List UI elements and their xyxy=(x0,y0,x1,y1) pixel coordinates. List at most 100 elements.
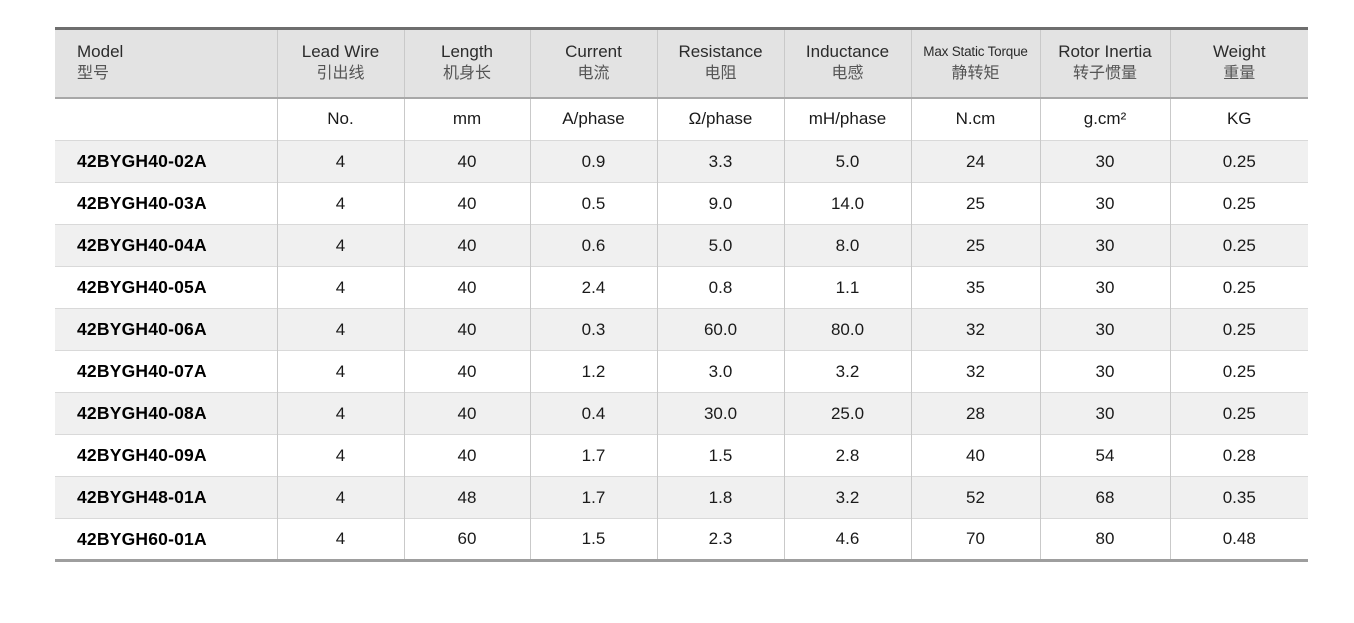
cell-lead-wire: 4 xyxy=(276,392,404,435)
cell-max-static-torque: 35 xyxy=(910,266,1040,309)
cell-weight: 0.25 xyxy=(1169,266,1308,309)
cell-lead-wire: 4 xyxy=(276,434,404,477)
column-header-inductance-en: Inductance xyxy=(805,42,890,62)
cell-length: 48 xyxy=(403,476,530,519)
cell-inductance: 25.0 xyxy=(783,392,911,435)
cell-lead-wire: 4 xyxy=(276,350,404,393)
cell-inductance: 80.0 xyxy=(783,308,911,351)
cell-max-static-torque: 52 xyxy=(910,476,1040,519)
cell-weight: 0.35 xyxy=(1169,476,1308,519)
table-header: Model 型号 Lead Wire 引出线 Length 机身长 Current 电流 Res… xyxy=(55,28,1308,141)
cell-max-static-torque: 32 xyxy=(910,308,1040,351)
table-row: 42BYGH48-01A 4 48 1.7 1.8 3.2 52 68 0.35 xyxy=(55,476,1308,519)
model-cell: 42BYGH40-07A xyxy=(77,361,207,381)
column-header-weight-zh: 重量 xyxy=(1223,65,1256,83)
cell-resistance: 60.0 xyxy=(656,308,784,351)
cell-current: 1.7 xyxy=(529,434,657,477)
cell-inductance: 4.6 xyxy=(783,518,911,561)
model-cell: 42BYGH40-04A xyxy=(77,235,207,255)
cell-inductance: 3.2 xyxy=(783,350,911,393)
cell-resistance: 5.0 xyxy=(656,224,784,267)
cell-lead-wire: 4 xyxy=(276,518,404,561)
cell-rotor-inertia: 30 xyxy=(1039,392,1170,435)
cell-length: 60 xyxy=(403,518,530,561)
cell-max-static-torque: 70 xyxy=(910,518,1040,561)
cell-max-static-torque: 40 xyxy=(910,434,1040,477)
model-cell: 42BYGH40-09A xyxy=(77,445,207,465)
unit-cell-length: mm xyxy=(403,97,530,141)
cell-inductance: 5.0 xyxy=(783,140,911,183)
column-header-max-static-torque: Max Static Torque 静转矩 xyxy=(910,28,1040,98)
cell-resistance: 30.0 xyxy=(656,392,784,435)
table-row: 42BYGH40-03A 4 40 0.5 9.0 14.0 25 30 0.25 xyxy=(55,182,1308,225)
cell-resistance: 2.3 xyxy=(656,518,784,561)
header-row-units: No. mm A/phase Ω/phase mH/phase N.cm g.cm² KG xyxy=(55,97,1308,141)
cell-rotor-inertia: 54 xyxy=(1039,434,1170,477)
cell-weight: 0.25 xyxy=(1169,182,1308,225)
cell-weight: 0.25 xyxy=(1169,224,1308,267)
unit-cell-weight: KG xyxy=(1169,97,1308,141)
cell-max-static-torque: 28 xyxy=(910,392,1040,435)
cell-weight: 0.25 xyxy=(1169,350,1308,393)
column-header-max-static-torque-en: Max Static Torque xyxy=(923,44,1028,60)
column-header-length: Length 机身长 xyxy=(403,28,530,98)
column-header-resistance: Resistance 电阻 xyxy=(656,28,784,98)
column-header-inductance: Inductance 电感 xyxy=(783,28,911,98)
cell-inductance: 14.0 xyxy=(783,182,911,225)
cell-inductance: 8.0 xyxy=(783,224,911,267)
table-row: 42BYGH40-06A 4 40 0.3 60.0 80.0 32 30 0.25 xyxy=(55,308,1308,351)
cell-rotor-inertia: 68 xyxy=(1039,476,1170,519)
cell-inductance: 1.1 xyxy=(783,266,911,309)
unit-cell-rotor-inertia: g.cm² xyxy=(1039,97,1170,141)
cell-lead-wire: 4 xyxy=(276,266,404,309)
model-cell: 42BYGH40-03A xyxy=(77,193,207,213)
table-row: 42BYGH40-09A 4 40 1.7 1.5 2.8 40 54 0.28 xyxy=(55,434,1308,477)
unit-cell-lead-wire: No. xyxy=(276,97,404,141)
cell-max-static-torque: 32 xyxy=(910,350,1040,393)
cell-length: 40 xyxy=(403,308,530,351)
column-header-rotor-inertia-en: Rotor Inertia xyxy=(1058,42,1152,62)
table-row: 42BYGH40-04A 4 40 0.6 5.0 8.0 25 30 0.25 xyxy=(55,224,1308,267)
cell-lead-wire: 4 xyxy=(276,182,404,225)
cell-current: 0.4 xyxy=(529,392,657,435)
cell-current: 0.5 xyxy=(529,182,657,225)
cell-weight: 0.25 xyxy=(1169,308,1308,351)
header-row-titles: Model 型号 Lead Wire 引出线 Length 机身长 Current 电流 Res… xyxy=(55,28,1308,98)
motor-spec-table: Model 型号 Lead Wire 引出线 Length 机身长 Current 电流 Res… xyxy=(55,27,1308,562)
column-header-current-zh: 电流 xyxy=(577,65,610,83)
table-body: 42BYGH40-02A 4 40 0.9 3.3 5.0 24 30 0.25 42BYGH40… xyxy=(55,140,1308,561)
cell-length: 40 xyxy=(403,182,530,225)
model-cell: 42BYGH40-05A xyxy=(77,277,207,297)
column-header-resistance-zh: 电阻 xyxy=(704,65,737,83)
column-header-model-zh: 型号 xyxy=(77,65,110,83)
cell-length: 40 xyxy=(403,224,530,267)
column-header-weight: Weight 重量 xyxy=(1169,28,1308,98)
cell-length: 40 xyxy=(403,392,530,435)
cell-resistance: 1.5 xyxy=(656,434,784,477)
cell-current: 1.2 xyxy=(529,350,657,393)
model-cell: 42BYGH60-01A xyxy=(77,528,207,549)
spec-table-container: Model 型号 Lead Wire 引出线 Length 机身长 Current 电流 Res… xyxy=(55,27,1308,562)
cell-max-static-torque: 25 xyxy=(910,182,1040,225)
unit-cell-resistance: Ω/phase xyxy=(656,97,784,141)
model-cell: 42BYGH40-08A xyxy=(77,403,207,423)
cell-inductance: 2.8 xyxy=(783,434,911,477)
cell-resistance: 9.0 xyxy=(656,182,784,225)
cell-current: 0.3 xyxy=(529,308,657,351)
model-cell: 42BYGH40-02A xyxy=(77,151,207,171)
cell-length: 40 xyxy=(403,266,530,309)
model-cell: 42BYGH48-01A xyxy=(77,487,207,507)
column-header-lead-wire: Lead Wire 引出线 xyxy=(276,28,404,98)
column-header-model: Model 型号 xyxy=(55,29,277,98)
cell-rotor-inertia: 30 xyxy=(1039,266,1170,309)
column-header-rotor-inertia-zh: 转子惯量 xyxy=(1072,65,1137,83)
cell-current: 1.7 xyxy=(529,476,657,519)
cell-rotor-inertia: 30 xyxy=(1039,224,1170,267)
table-row: 42BYGH40-08A 4 40 0.4 30.0 25.0 28 30 0.25 xyxy=(55,392,1308,435)
cell-current: 1.5 xyxy=(529,518,657,561)
cell-rotor-inertia: 30 xyxy=(1039,182,1170,225)
column-header-resistance-en: Resistance xyxy=(678,42,763,62)
cell-lead-wire: 4 xyxy=(276,140,404,183)
unit-cell-current: A/phase xyxy=(529,97,657,141)
table-row: 42BYGH40-05A 4 40 2.4 0.8 1.1 35 30 0.25 xyxy=(55,266,1308,309)
